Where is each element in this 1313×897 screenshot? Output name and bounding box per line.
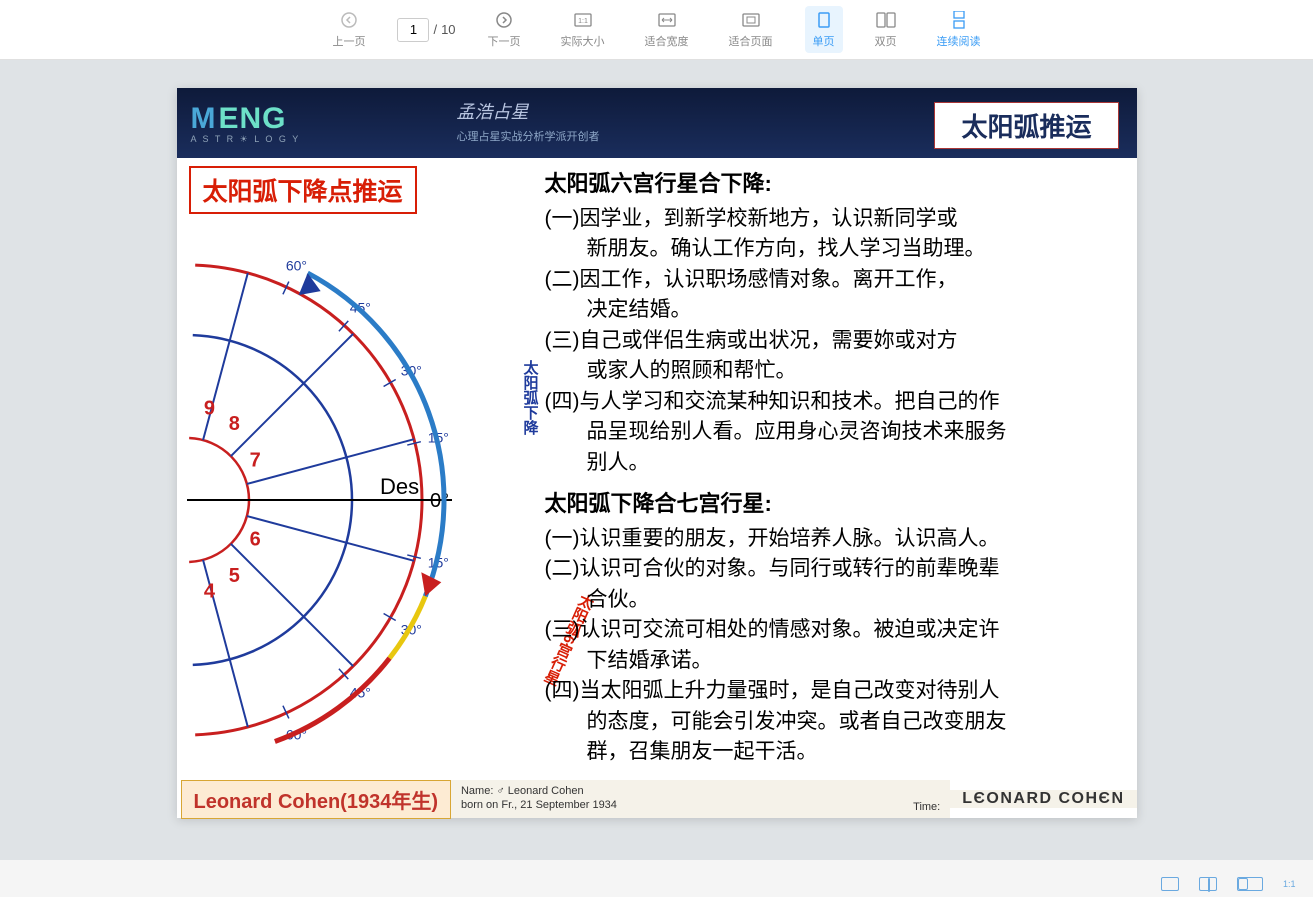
single-page-icon: [814, 10, 834, 30]
red-title: 太阳弧下降点推运: [189, 166, 417, 214]
logo-subtitle: A S T R ☀ L O G Y: [191, 134, 301, 145]
page-total: 10: [441, 22, 455, 37]
slide-banner: MENG A S T R ☀ L O G Y 孟浩占星 心理占星实战分析学派开创…: [177, 88, 1137, 158]
body-line: 合伙。: [545, 585, 1127, 615]
view-mode-3-icon[interactable]: [1237, 877, 1263, 891]
svg-text:7: 7: [249, 450, 260, 472]
next-label: 下一页: [488, 33, 521, 49]
page-current-input[interactable]: [397, 18, 429, 42]
double-page-icon: [876, 10, 896, 30]
body-line: (三)认识可交流可相处的情感对象。被迫或决定许: [545, 615, 1127, 645]
svg-text:4: 4: [203, 581, 215, 603]
fit-width-button[interactable]: 适合宽度: [637, 6, 697, 53]
svg-text:6: 6: [249, 528, 260, 550]
section1-title: 太阳弧六宫行星合下降:: [545, 166, 1127, 198]
banner-center: 孟浩占星 心理占星实战分析学派开创者: [457, 98, 600, 144]
svg-text:60°: 60°: [285, 257, 306, 273]
section2-title: 太阳弧下降合七宫行星:: [545, 486, 1127, 518]
section2-body: (一)认识重要的朋友，开始培养人脉。认识高人。(二)认识可合伙的对象。与同行或转…: [545, 524, 1127, 768]
slide-content: 太阳弧下降点推运 60°45°30°15°15°30°45°60°456789D…: [177, 158, 1137, 780]
view-mode-2-icon[interactable]: [1199, 877, 1217, 891]
body-line: (三)自己或伴侣生病或出状况，需要妳或对方: [545, 326, 1127, 356]
logo-block: MENG A S T R ☀ L O G Y: [191, 102, 301, 145]
footer-info: Name: ♂ Leonard Cohen born on Fr., 21 Se…: [451, 780, 950, 818]
continuous-button[interactable]: 连续阅读: [929, 6, 989, 53]
body-line: 下结婚承诺。: [545, 646, 1127, 676]
footer-person: Leonard Cohen(1934年生): [181, 780, 451, 819]
page-counter: / 10: [397, 18, 455, 42]
next-page-button[interactable]: 下一页: [480, 6, 529, 53]
body-line: (一)认识重要的朋友，开始培养人脉。认识高人。: [545, 524, 1127, 554]
actual-size-icon: 1:1: [573, 10, 593, 30]
body-line: (二)因工作，认识职场感情对象。离开工作，: [545, 265, 1127, 295]
footer-brand: LЄONARD COHЄN: [950, 790, 1136, 808]
right-column: 太阳弧六宫行星合下降: (一)因学业，到新学校新地方，认识新同学或 新朋友。确认…: [537, 166, 1127, 780]
body-line: (四)当太阳弧上升力量强时，是自己改变对待别人: [545, 676, 1127, 706]
banner-badge: 太阳弧推运: [934, 102, 1118, 149]
body-line: 或家人的照顾和帮忙。: [545, 356, 1127, 386]
page-viewport: MENG A S T R ☀ L O G Y 孟浩占星 心理占星实战分析学派开创…: [0, 60, 1313, 860]
bottom-view-icons: 1:1: [1161, 877, 1301, 891]
body-line: 品呈现给别人看。应用身心灵咨询技术来服务: [545, 417, 1127, 447]
body-line: 新朋友。确认工作方向，找人学习当助理。: [545, 234, 1127, 264]
fit-width-icon: [657, 10, 677, 30]
body-line: (一)因学业，到新学校新地方，认识新同学或: [545, 204, 1127, 234]
body-line: 的态度，可能会引发冲突。或者自己改变朋友: [545, 707, 1127, 737]
prev-label: 上一页: [332, 33, 365, 49]
body-line: 群，召集朋友一起干活。: [545, 737, 1127, 767]
svg-text:Des: Des: [380, 474, 419, 499]
svg-text:5: 5: [228, 565, 239, 587]
svg-text:8: 8: [228, 413, 239, 435]
next-icon: [494, 10, 514, 30]
continuous-icon: [949, 10, 969, 30]
prev-icon: [339, 10, 359, 30]
body-line: (二)认识可合伙的对象。与同行或转行的前辈晚辈: [545, 554, 1127, 584]
fit-page-button[interactable]: 适合页面: [721, 6, 781, 53]
fit-page-icon: [741, 10, 761, 30]
svg-text:9: 9: [203, 397, 214, 419]
astrology-chart: 60°45°30°15°15°30°45°60°456789Des0° 太阳弧下…: [187, 220, 527, 780]
svg-text:1:1: 1:1: [578, 18, 588, 25]
slide: MENG A S T R ☀ L O G Y 孟浩占星 心理占星实战分析学派开创…: [177, 88, 1137, 818]
actual-size-button[interactable]: 1:1 实际大小: [553, 6, 613, 53]
view-mode-1-icon[interactable]: [1161, 877, 1179, 891]
prev-page-button[interactable]: 上一页: [324, 6, 373, 53]
single-page-button[interactable]: 单页: [805, 6, 843, 53]
section1-body: (一)因学业，到新学校新地方，认识新同学或 新朋友。确认工作方向，找人学习当助理…: [545, 204, 1127, 478]
pdf-toolbar: 上一页 / 10 下一页 1:1 实际大小 适合宽度 适合页面 单页: [0, 0, 1313, 60]
left-column: 太阳弧下降点推运 60°45°30°15°15°30°45°60°456789D…: [187, 166, 537, 780]
slide-footer: Leonard Cohen(1934年生) Name: ♂ Leonard Co…: [177, 780, 1137, 818]
body-line: 别人。: [545, 448, 1127, 478]
view-mode-4-icon[interactable]: 1:1: [1283, 877, 1301, 891]
body-line: 决定结婚。: [545, 295, 1127, 325]
body-line: (四)与人学习和交流某种知识和技术。把自己的作: [545, 387, 1127, 417]
double-page-button[interactable]: 双页: [867, 6, 905, 53]
